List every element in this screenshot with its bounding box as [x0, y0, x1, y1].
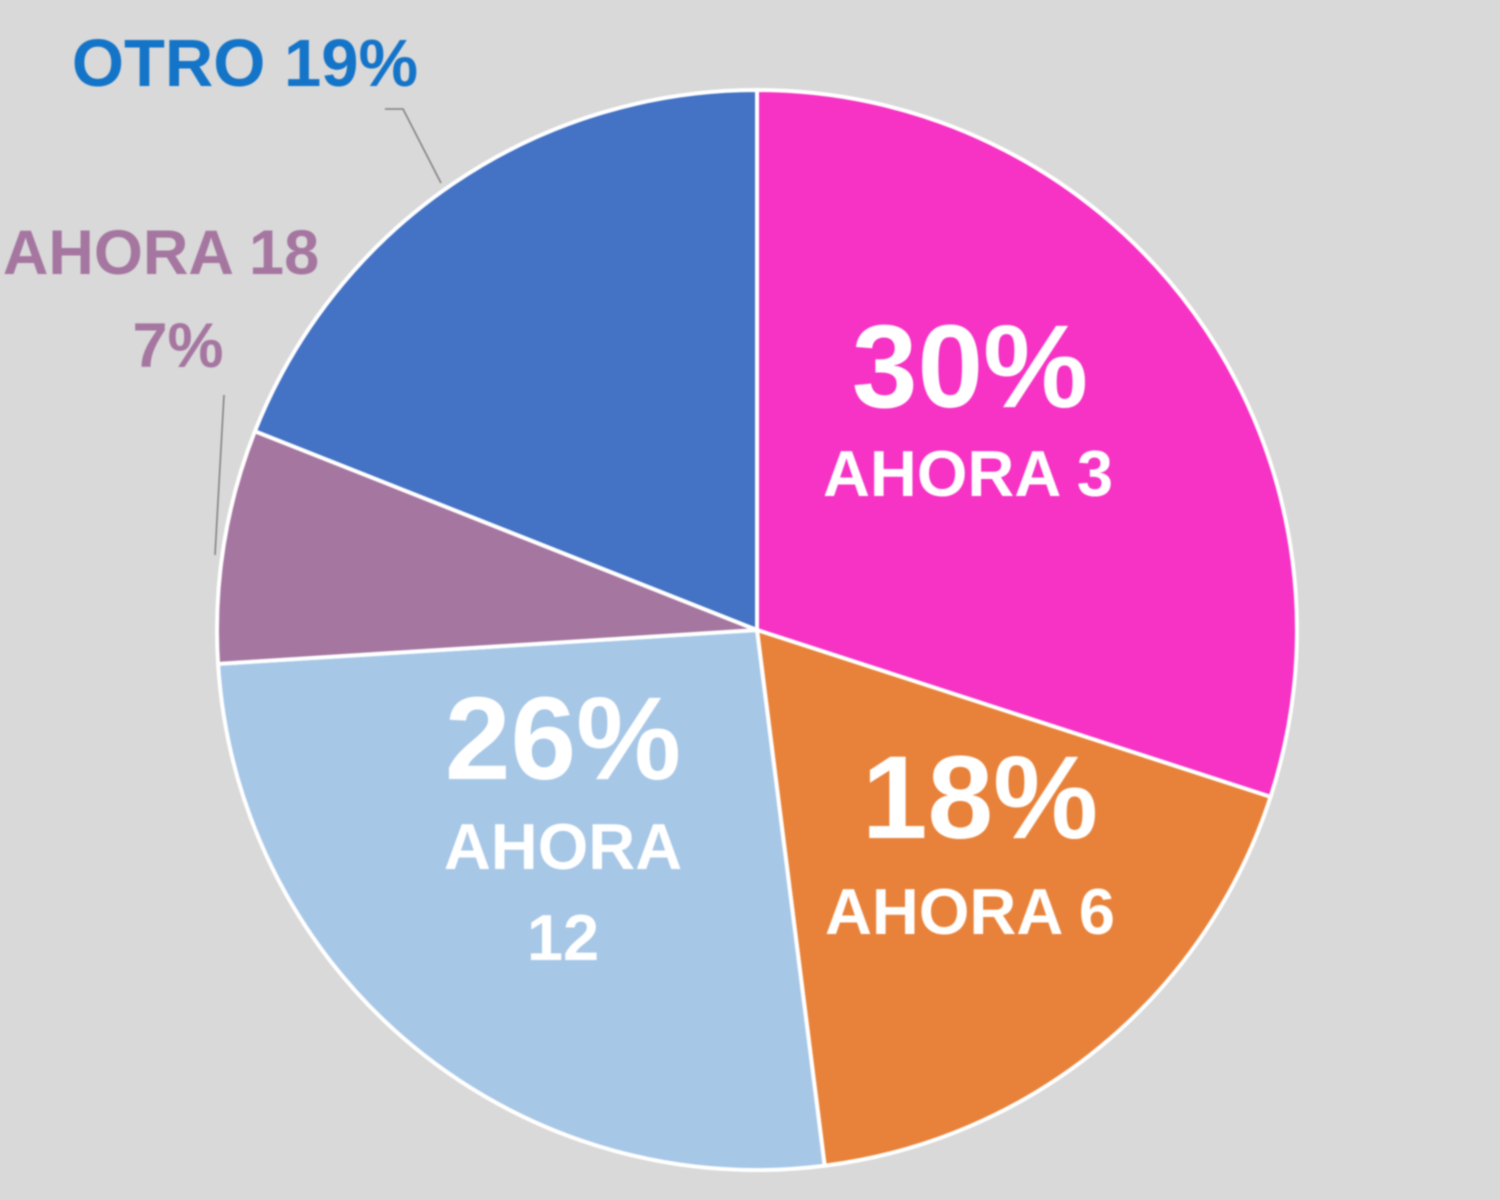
- svg-text:AHORA: AHORA: [444, 810, 682, 883]
- svg-text:AHORA 18: AHORA 18: [3, 218, 319, 288]
- svg-text:7%: 7%: [132, 311, 223, 381]
- svg-text:AHORA 6: AHORA 6: [825, 875, 1115, 948]
- svg-text:AHORA 3: AHORA 3: [823, 437, 1113, 510]
- svg-text:12: 12: [527, 901, 599, 974]
- svg-text:30%: 30%: [852, 301, 1088, 433]
- svg-text:OTRO 19%: OTRO 19%: [72, 26, 418, 101]
- svg-text:26%: 26%: [445, 673, 681, 805]
- svg-text:18%: 18%: [862, 732, 1098, 864]
